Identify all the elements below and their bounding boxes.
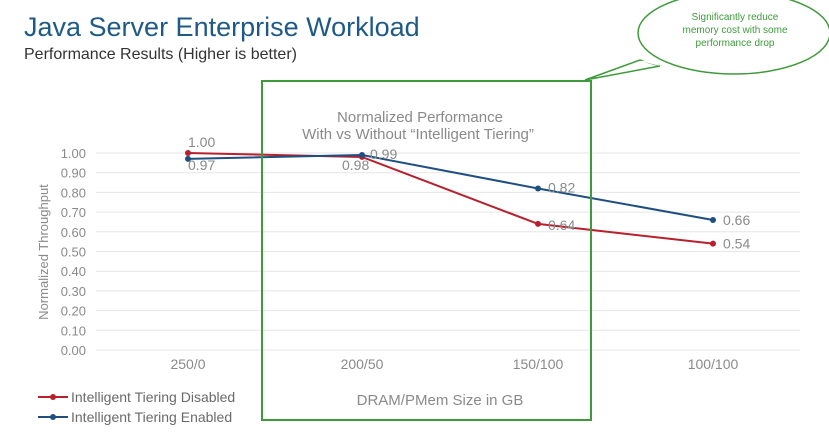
y-tick-label: 0.30	[61, 284, 86, 299]
callout-text-line: performance drop	[696, 38, 775, 49]
data-label-disabled: 0.54	[723, 236, 750, 252]
data-label-enabled: 0.97	[188, 157, 215, 173]
y-tick-label: 0.90	[61, 166, 86, 181]
x-tick-label: 150/100	[513, 356, 564, 372]
data-label-enabled: 0.99	[370, 146, 397, 162]
callout-text-line: memory cost with some	[682, 25, 787, 36]
highlight-box	[261, 80, 592, 421]
data-label-disabled: 0.64	[548, 217, 575, 233]
series-point-enabled	[710, 216, 716, 223]
legend-label-disabled: Intelligent Tiering Disabled	[71, 389, 235, 405]
legend-marker-disabled	[50, 394, 56, 400]
data-label-enabled: 0.82	[548, 179, 575, 195]
series-point-disabled	[185, 150, 191, 156]
x-tick-label: 250/0	[170, 356, 205, 372]
data-label-enabled: 0.66	[723, 212, 750, 228]
y-tick-label: 1.00	[61, 146, 86, 161]
y-tick-label: 0.80	[61, 185, 86, 200]
legend-marker-enabled	[50, 414, 56, 420]
y-tick-label: 0.00	[61, 343, 86, 358]
series-point-disabled	[710, 240, 716, 247]
data-label-disabled: 0.98	[342, 157, 369, 173]
series-line-disabled	[187, 152, 714, 245]
y-tick-label: 0.20	[61, 304, 86, 319]
callout-tail-cover	[640, 60, 660, 66]
data-label-disabled: 1.00	[188, 134, 215, 150]
series-point-enabled	[185, 155, 191, 162]
slide-subtitle: Performance Results (Higher is better)	[24, 46, 297, 63]
callout-text-line: Significantly reduce	[692, 12, 779, 23]
series-line-enabled	[187, 153, 714, 221]
x-axis-title: DRAM/PMem Size in GB	[357, 392, 524, 409]
highlight-title-line2: With vs Without “Intelligent Tiering”	[302, 126, 534, 143]
y-tick-label: 0.60	[61, 225, 86, 240]
y-tick-label: 0.50	[61, 245, 86, 260]
x-tick-label: 200/50	[341, 356, 384, 372]
y-tick-label: 0.40	[61, 264, 86, 279]
series-point-enabled	[535, 185, 541, 192]
y-tick-label: 0.10	[61, 323, 86, 338]
series-point-disabled	[535, 220, 541, 227]
y-axis-title: Normalized Throughput	[36, 184, 51, 320]
slide-title: Java Server Enterprise Workload	[24, 12, 420, 42]
y-tick-label: 0.70	[61, 205, 86, 220]
legend-label-enabled: Intelligent Tiering Enabled	[71, 409, 232, 425]
highlight-title-line1: Normalized Performance	[337, 109, 503, 126]
callout-bubble	[637, 0, 829, 75]
x-tick-label: 100/100	[688, 356, 739, 372]
series-point-enabled	[359, 151, 365, 158]
